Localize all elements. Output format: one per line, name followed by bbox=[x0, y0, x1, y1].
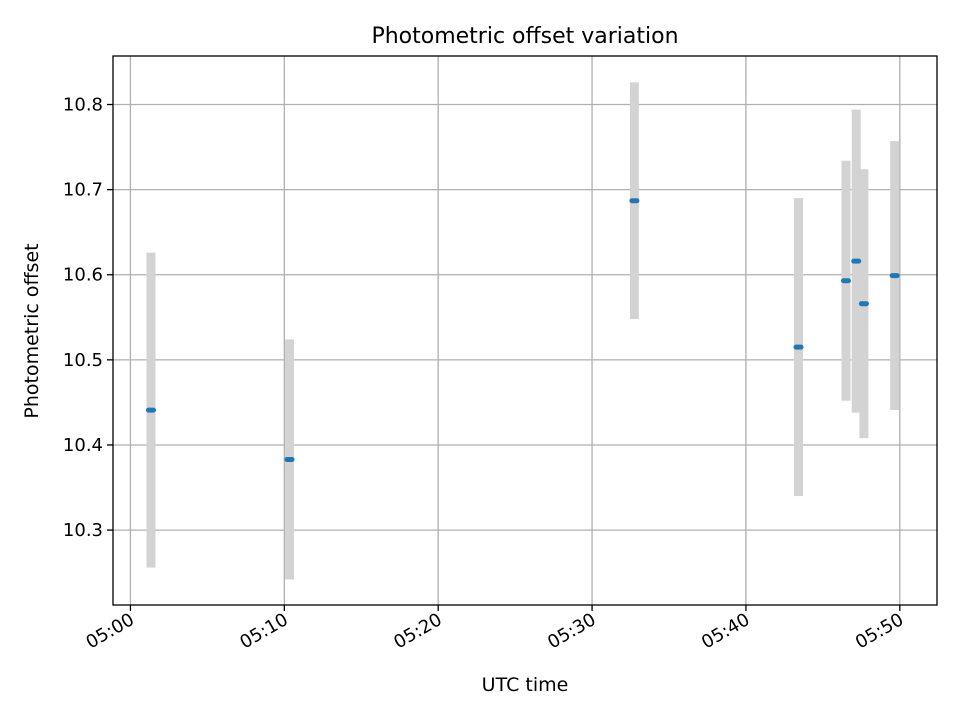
data-point bbox=[793, 344, 804, 350]
y-tick-label: 10.7 bbox=[63, 180, 103, 201]
plot-frame bbox=[112, 55, 938, 606]
data-point bbox=[145, 407, 156, 413]
data-points bbox=[145, 198, 900, 462]
data-point bbox=[851, 258, 862, 264]
y-tick-label: 10.5 bbox=[63, 350, 103, 371]
x-axis-label: UTC time bbox=[482, 674, 569, 696]
y-tick-label: 10.4 bbox=[63, 435, 103, 456]
y-tick-label: 10.8 bbox=[63, 95, 103, 116]
y-axis-ticks: 10.3 10.4 10.5 10.6 10.7 10.8 bbox=[63, 95, 113, 541]
chart-title: Photometric offset variation bbox=[371, 24, 678, 49]
data-point bbox=[629, 198, 640, 204]
data-point bbox=[840, 278, 851, 284]
data-point bbox=[858, 301, 869, 307]
y-tick-label: 10.6 bbox=[63, 265, 103, 286]
y-tick-label: 10.3 bbox=[63, 520, 103, 541]
data-point bbox=[889, 273, 900, 279]
y-axis-label: Photometric offset bbox=[21, 243, 43, 418]
data-point bbox=[284, 456, 295, 462]
